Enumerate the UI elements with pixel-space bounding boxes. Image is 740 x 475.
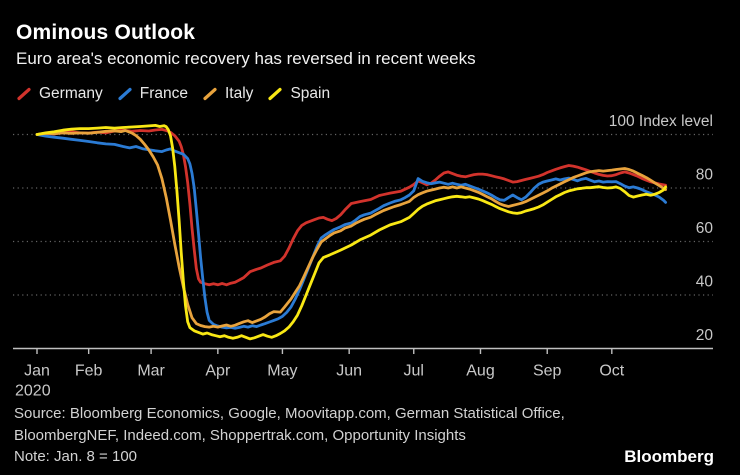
year-label: 2020 (15, 383, 51, 400)
chart-title: Ominous Outlook (16, 21, 196, 44)
italy-line-swatch-icon (203, 87, 217, 101)
series-line-germany (35, 127, 667, 287)
month-label-sep: Sep (533, 363, 562, 380)
y-axis-label-40: 40 (696, 274, 714, 291)
legend-label-italy: Italy (225, 85, 254, 102)
spain-line-swatch-icon (268, 87, 283, 101)
month-label-oct: Oct (599, 363, 624, 380)
source-note: Source: Bloomberg Economics, Google, Moo… (14, 403, 565, 468)
france-line-swatch-icon (118, 87, 132, 101)
legend-item-italy: Italy (202, 85, 253, 103)
legend-label-germany: Germany (39, 85, 103, 102)
month-label-jan: Jan (24, 363, 50, 380)
bloomberg-logo: Bloomberg (624, 447, 714, 466)
month-label-feb: Feb (75, 363, 103, 380)
source-line-2: BloombergNEF, Indeed.com, Shoppertrak.co… (14, 426, 466, 444)
y-axis-label-100: 100 Index level (609, 113, 713, 130)
legend-item-france: France (117, 85, 188, 103)
germany-line-swatch-icon (17, 87, 31, 101)
month-label-jul: Jul (404, 363, 424, 380)
legend-label-spain: Spain (290, 85, 331, 102)
legend-item-spain: Spain (267, 85, 330, 103)
source-line-1: Source: Bloomberg Economics, Google, Moo… (14, 405, 565, 422)
series-line-italy (35, 129, 667, 329)
month-label-apr: Apr (205, 363, 231, 380)
month-label-jun: Jun (336, 363, 362, 380)
month-label-aug: Aug (466, 363, 494, 380)
legend-item-germany: Germany (16, 85, 103, 103)
y-axis-label-80: 80 (696, 167, 714, 184)
series-line-france (35, 133, 667, 330)
chart-subtitle: Euro area's economic recovery has revers… (16, 49, 476, 68)
note-line: Note: Jan. 8 = 100 (14, 448, 138, 465)
y-axis-label-20: 20 (696, 327, 714, 344)
y-axis-label-60: 60 (696, 220, 714, 237)
series-line-spain (35, 124, 667, 341)
legend: Germany France Italy Spain (16, 85, 330, 103)
line-chart: 100 Index level 80 60 40 20 Jan Feb Mar Apr May Ju… (13, 113, 714, 400)
month-label-mar: Mar (137, 363, 165, 380)
legend-label-france: France (139, 85, 188, 102)
month-label-may: May (267, 363, 297, 380)
